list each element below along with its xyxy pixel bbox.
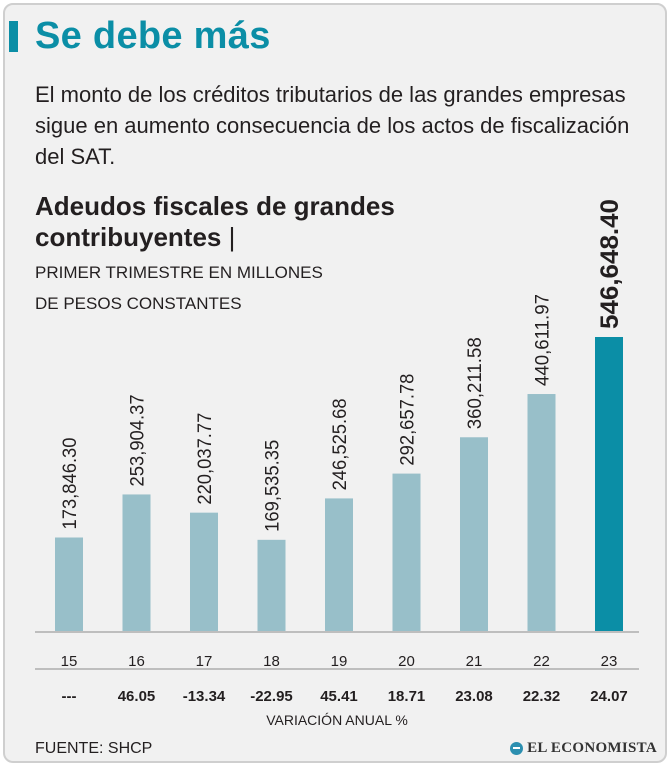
x-tick-label-18: 18 xyxy=(263,653,280,670)
value-label-18: 169,535.35 xyxy=(263,440,284,532)
brand-name: EL ECONOMISTA xyxy=(527,740,657,756)
bar-18 xyxy=(257,539,286,631)
bar-chart: 173,846.30 15 --- 253,904.37 16 46.05 220,037.… xyxy=(35,199,639,705)
value-label-16: 253,904.37 xyxy=(128,394,149,486)
bar-23 xyxy=(595,337,623,631)
annual-change-22: 22.32 xyxy=(523,688,561,705)
value-label-23: 546,648.40 xyxy=(596,199,624,329)
x-tick-label-17: 17 xyxy=(196,653,213,670)
infographic-frame: Se debe más El monto de los créditos tri… xyxy=(3,3,667,763)
bar-20 xyxy=(392,473,421,631)
x-tick-label-16: 16 xyxy=(128,653,145,670)
x-tick-label-22: 22 xyxy=(533,653,550,670)
source-note: FUENTE: SHCP xyxy=(35,740,153,757)
annual-change-18: -22.95 xyxy=(250,688,293,705)
bar-22 xyxy=(527,394,556,631)
annual-change-title: VARIACIÓN ANUAL % xyxy=(266,712,408,728)
annual-change-20: 18.71 xyxy=(388,688,426,705)
value-label-21: 360,211.58 xyxy=(465,337,486,429)
bar-17 xyxy=(190,512,218,631)
x-tick-label-15: 15 xyxy=(61,653,78,670)
intro-text: El monto de los créditos tributarios de … xyxy=(35,82,630,169)
chart-title-text: Adeudos fiscales de grandes contribuyent… xyxy=(35,191,395,252)
value-label-20: 292,657.78 xyxy=(398,374,419,466)
value-label-19: 246,525.68 xyxy=(330,398,351,490)
chart-title-separator: | xyxy=(228,222,236,252)
headline-accent-bar xyxy=(9,21,18,52)
bar-21 xyxy=(460,437,488,631)
headline: Se debe más xyxy=(35,15,271,57)
annual-change-21: 23.08 xyxy=(455,688,493,705)
x-tick-label-19: 19 xyxy=(331,653,348,670)
bar-19 xyxy=(325,498,353,631)
value-label-22: 440,611.97 xyxy=(533,294,554,386)
value-label-17: 220,037.77 xyxy=(195,413,216,505)
x-tick-label-23: 23 xyxy=(601,653,618,670)
annual-change-19: 45.41 xyxy=(320,688,358,705)
x-tick-label-20: 20 xyxy=(398,653,415,670)
annual-change-15: --- xyxy=(62,688,77,705)
value-label-15: 173,846.30 xyxy=(60,438,81,530)
x-tick-label-21: 21 xyxy=(466,653,483,670)
bar-15 xyxy=(55,537,83,631)
chart-subtitle-line-2: DE PESOS CONSTANTES xyxy=(35,294,242,313)
annual-change-23: 24.07 xyxy=(590,688,628,705)
chart-subtitle-line-1: PRIMER TRIMESTRE EN MILLONES xyxy=(35,263,323,282)
chart-subtitle: PRIMER TRIMESTRE EN MILLONES DE PESOS CO… xyxy=(35,257,355,319)
bar-16 xyxy=(122,494,151,631)
globe-icon xyxy=(510,742,524,755)
brand-logo: EL ECONOMISTA xyxy=(510,740,657,757)
chart-title: Adeudos fiscales de grandes contribuyent… xyxy=(35,191,395,253)
annual-change-17: -13.34 xyxy=(183,688,226,705)
annual-change-16: 46.05 xyxy=(118,688,156,705)
